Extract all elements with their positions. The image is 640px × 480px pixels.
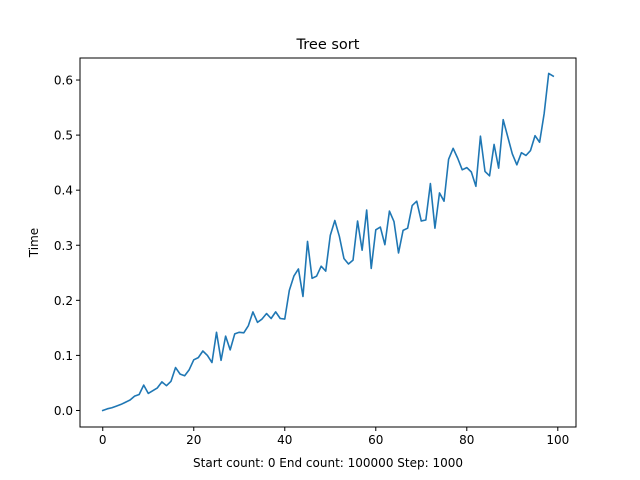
plot-frame xyxy=(79,57,577,428)
y-tick-label: 0.0 xyxy=(54,404,73,418)
y-axis: 0.0 0.1 0.2 0.3 0.4 0.5 0.6 xyxy=(54,74,80,418)
x-tick-label: 60 xyxy=(368,433,383,447)
x-tick-label: 0 xyxy=(99,433,107,447)
x-tick-label: 40 xyxy=(277,433,292,447)
x-tick-label: 100 xyxy=(546,433,569,447)
y-tick-label: 0.4 xyxy=(54,184,73,198)
y-tick-label: 0.3 xyxy=(54,239,73,253)
x-tick-label: 20 xyxy=(186,433,201,447)
x-axis-label: Start count: 0 End count: 100000 Step: 1… xyxy=(193,456,463,470)
y-tick-label: 0.1 xyxy=(54,349,73,363)
y-tick-label: 0.5 xyxy=(54,129,73,143)
y-tick-label: 0.2 xyxy=(54,294,73,308)
chart-title: Tree sort xyxy=(296,37,360,53)
series-line-0 xyxy=(101,72,555,412)
y-tick-label: 0.6 xyxy=(54,74,73,88)
x-axis: 0 20 40 60 80 100 xyxy=(99,427,569,447)
x-tick-label: 80 xyxy=(459,433,474,447)
y-axis-label: Time xyxy=(27,228,41,258)
plot-area xyxy=(101,72,555,412)
